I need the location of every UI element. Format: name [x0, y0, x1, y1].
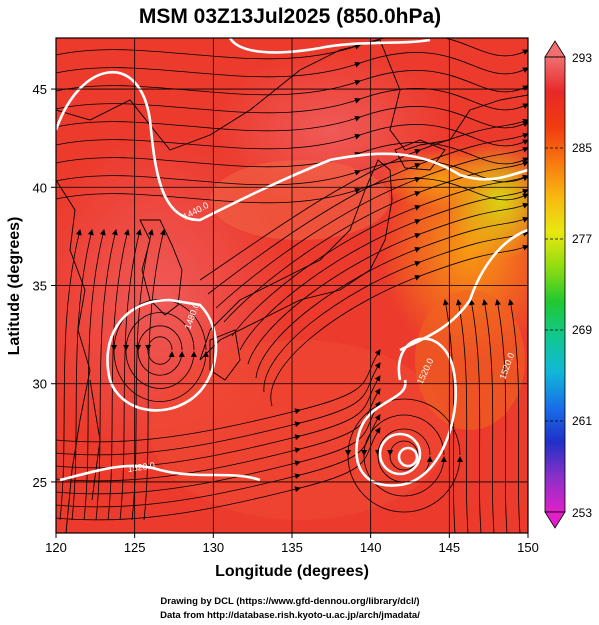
streamline — [215, 146, 528, 309]
x-tick-label: 150 — [517, 540, 539, 555]
streamline — [247, 202, 528, 365]
colorbar-body — [544, 56, 566, 513]
contour-label-1520-c: 1520.0 — [127, 460, 156, 474]
colorbar-tick-label: 253 — [572, 506, 592, 520]
y-tick-label: 35 — [33, 279, 47, 294]
colorbar-tick-label: 293 — [572, 51, 592, 65]
streamline — [468, 299, 482, 533]
contour-1520-south — [355, 337, 458, 487]
colorbar-ticks: 253 261 269 277 285 293 — [545, 51, 592, 520]
coast-north — [56, 39, 381, 151]
streamline — [71, 229, 94, 521]
streamline — [199, 118, 528, 281]
streamline — [270, 244, 528, 407]
streamline — [207, 132, 528, 295]
streamline — [83, 229, 106, 521]
colorbar-bottom-arrow — [544, 511, 566, 529]
x-tick-label: 125 — [124, 540, 146, 555]
colorbar-top-arrow — [544, 40, 566, 58]
colorbar-tick-label: 285 — [572, 141, 592, 155]
streamline — [223, 160, 528, 323]
y-axis: 25 30 35 40 45 — [33, 82, 56, 490]
colorbar: 253 261 269 277 285 293 — [544, 40, 592, 529]
x-tick-label: 135 — [281, 540, 303, 555]
y-tick-label: 30 — [33, 377, 47, 392]
streamline — [255, 216, 528, 379]
temperature-field: 1440.0 1480.0 1520.0 1520.0 1520.0 — [56, 38, 528, 533]
credit-line-2: Data from http://database.rish.kyoto-u.a… — [160, 610, 420, 621]
contour-typhoon-outer — [378, 432, 422, 476]
grid-lines — [56, 38, 528, 533]
colorbar-tick-label: 277 — [572, 232, 592, 246]
contour-1520-east — [399, 228, 528, 352]
streamline — [494, 299, 508, 533]
streamline — [56, 88, 528, 114]
streamline — [143, 229, 166, 521]
contour-north-arc — [228, 38, 431, 54]
streamline — [56, 38, 528, 60]
colorbar-tick-label: 261 — [572, 414, 592, 428]
streamline — [56, 70, 528, 96]
streamline — [263, 230, 528, 393]
pacific-patch — [415, 290, 525, 430]
streamline — [507, 299, 521, 533]
contour-1520-southwest — [59, 464, 261, 482]
x-axis-label: Longitude (degrees) — [215, 563, 369, 580]
contour-typhoon-inner — [397, 446, 419, 468]
streamline — [481, 299, 495, 533]
x-tick-label: 130 — [202, 540, 224, 555]
streamline — [59, 229, 82, 521]
colorbar-tick-label: 269 — [572, 323, 592, 337]
sea-of-japan-patch — [210, 160, 390, 240]
x-tick-label: 145 — [438, 540, 460, 555]
streamline — [56, 427, 381, 521]
contour-low-korea — [106, 298, 218, 412]
y-tick-label: 25 — [33, 475, 47, 490]
credit-line-1: Drawing by DCL (https://www.gfd-dennou.o… — [160, 596, 419, 607]
x-axis: 120 125 130 135 140 145 150 — [45, 533, 539, 555]
streamline — [95, 229, 118, 521]
contour-1440 — [56, 70, 528, 222]
y-tick-label: 45 — [33, 82, 47, 97]
y-axis-label: Latitude (degrees) — [6, 217, 23, 356]
chart-title: MSM 03Z13Jul2025 (850.0hPa) — [139, 5, 441, 28]
streamline — [119, 229, 142, 521]
streamline — [111, 299, 209, 402]
x-tick-label: 140 — [360, 540, 382, 555]
ocean-patch-south — [150, 340, 450, 520]
streamline — [107, 229, 130, 521]
streamline — [231, 174, 528, 337]
y-tick-label: 40 — [33, 180, 47, 195]
coast-korea — [139, 219, 183, 316]
streamline — [455, 299, 469, 533]
coast-kyushu — [209, 329, 241, 381]
x-tick-label: 120 — [45, 540, 67, 555]
streamline — [56, 52, 528, 78]
streamline — [239, 188, 528, 351]
height-contours — [56, 38, 528, 487]
